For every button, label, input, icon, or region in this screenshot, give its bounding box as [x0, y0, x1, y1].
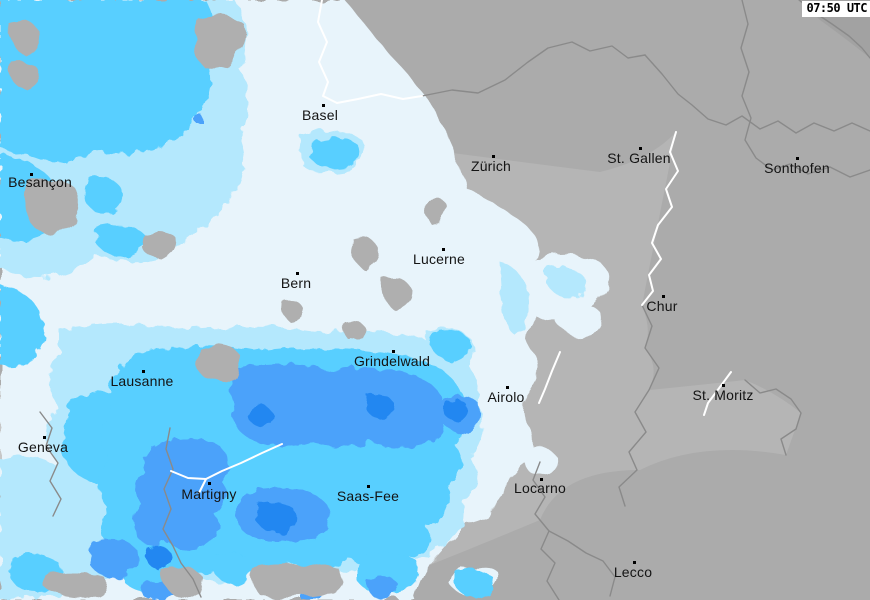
timestamp: 07:50 UTC: [802, 1, 870, 17]
city-label-lucerne: Lucerne: [413, 251, 465, 267]
city-label-st-gallen: St. Gallen: [607, 150, 671, 166]
city-dot-bern: [296, 272, 299, 275]
city-label-lecco: Lecco: [613, 564, 653, 580]
city-label-z-rich: Zürich: [470, 158, 512, 174]
city-dot-lecco: [633, 561, 636, 564]
precip-heavy-layer: [90, 116, 481, 600]
city-dot-sonthofen: [796, 157, 799, 160]
city-label-bern: Bern: [280, 275, 312, 291]
city-label-saas-fee: Saas-Fee: [336, 488, 400, 504]
city-dot-basel: [322, 104, 325, 107]
city-label-sonthofen: Sonthofen: [764, 160, 830, 176]
city-dot-grindelwald: [392, 350, 395, 353]
city-label-airolo: Airolo: [487, 389, 525, 405]
city-label-basel: Basel: [301, 107, 339, 123]
border-lines-gray: [39, 0, 870, 600]
city-label-martigny: Martigny: [181, 486, 237, 502]
city-dot-geneva: [43, 436, 46, 439]
city-dot-airolo: [506, 386, 509, 389]
city-dot-saas-fee: [367, 485, 370, 488]
city-dot-z-rich: [492, 155, 495, 158]
city-dot-besan-on: [30, 173, 33, 176]
dry-gap-layer: [8, 15, 448, 598]
city-dot-st-moritz: [722, 384, 725, 387]
city-label-geneva: Geneva: [17, 439, 69, 455]
city-label-locarno: Locarno: [514, 480, 566, 496]
city-dot-st-gallen: [639, 147, 642, 150]
city-dot-lausanne: [142, 370, 145, 373]
city-label-besan-on: Besançon: [8, 174, 72, 190]
city-dot-chur: [662, 295, 665, 298]
city-label-grindelwald: Grindelwald: [353, 353, 431, 369]
city-label-chur: Chur: [646, 298, 678, 314]
border-lines-white: [170, 0, 732, 494]
city-dot-locarno: [540, 478, 543, 481]
city-dot-martigny: [208, 482, 211, 485]
city-label-st-moritz: St. Moritz: [692, 387, 754, 403]
city-label-lausanne: Lausanne: [110, 373, 174, 389]
precip-intense-layer: [145, 394, 469, 570]
city-dot-lucerne: [442, 248, 445, 251]
